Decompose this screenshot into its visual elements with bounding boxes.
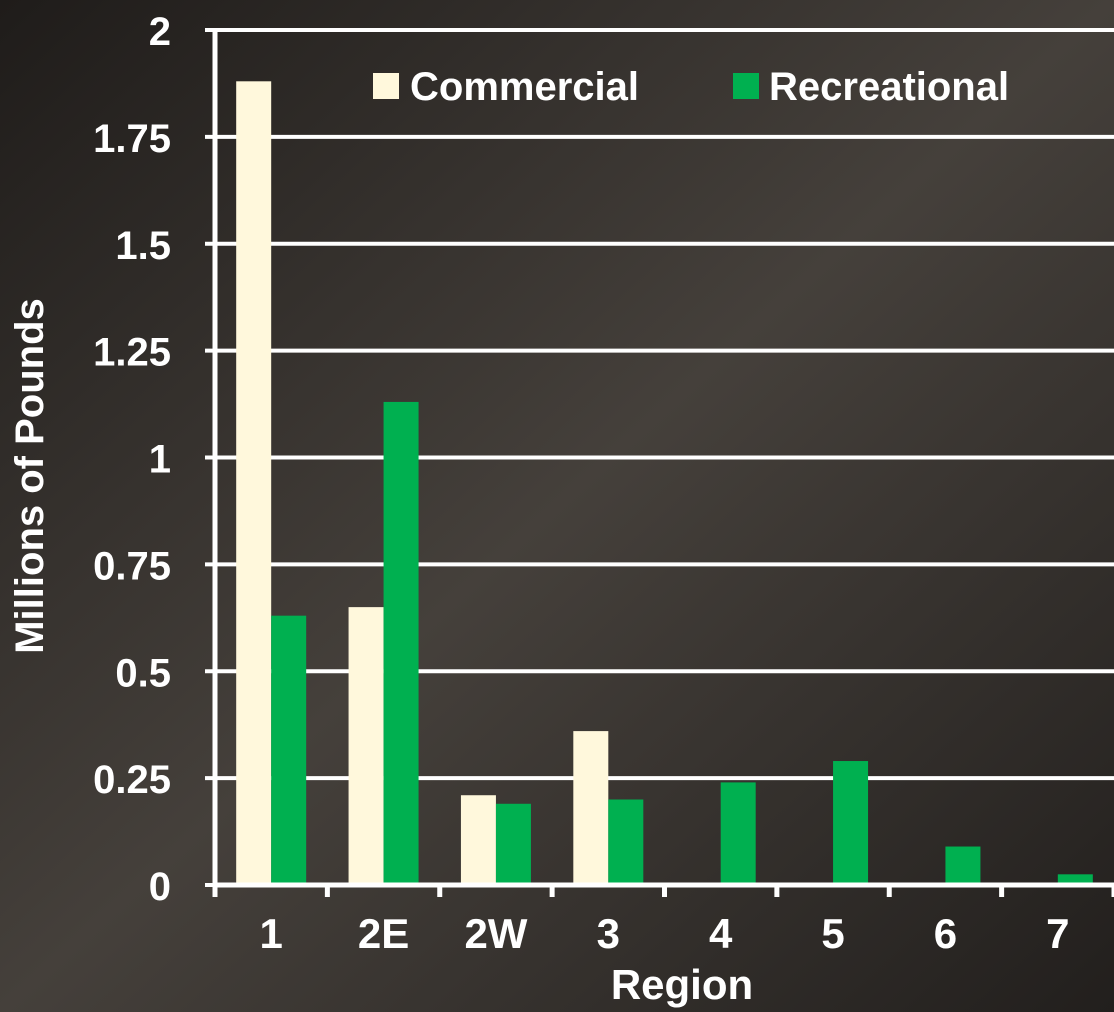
y-tick-labels: 0 0.25 0.5 0.75 1 1.25 1.5 1.75 2 <box>93 10 171 909</box>
bar-recreational-6 <box>945 846 981 885</box>
x-tick-label: 2E <box>358 910 409 957</box>
legend-label-commercial: Commercial <box>410 65 639 109</box>
bar-recreational-2w <box>495 803 531 885</box>
x-axis-title: Region <box>611 961 753 1008</box>
y-tick-label: 0.5 <box>115 651 171 695</box>
x-tick-label: 1 <box>260 910 283 957</box>
bar-commercial-2e <box>348 607 384 885</box>
x-tick-label: 3 <box>597 910 620 957</box>
y-tick-label: 2 <box>149 10 171 54</box>
legend: Commercial Recreational <box>373 65 1009 109</box>
bar-commercial-1 <box>236 81 272 886</box>
bar-recreational-5 <box>833 761 869 885</box>
bar-commercial-2w <box>460 795 496 885</box>
y-tick-label: 0.25 <box>93 758 171 802</box>
x-tick-label: 7 <box>1046 910 1069 957</box>
bar-commercial-3 <box>573 731 609 885</box>
bar-recreational-1 <box>271 615 307 885</box>
bar-recreational-2e <box>383 401 419 885</box>
bars <box>236 81 1093 886</box>
y-tick-label: 1.75 <box>93 117 171 161</box>
y-tick-label: 1 <box>149 438 171 482</box>
legend-label-recreational: Recreational <box>769 65 1009 109</box>
x-tick-label: 4 <box>709 910 733 957</box>
x-tick-label: 5 <box>821 910 844 957</box>
y-tick-label: 0.75 <box>93 544 171 588</box>
x-tick-label: 6 <box>934 910 957 957</box>
y-tick-label: 1.5 <box>115 224 171 268</box>
bar-recreational-7 <box>1057 874 1093 885</box>
axes <box>205 28 1114 897</box>
bar-recreational-3 <box>608 799 644 885</box>
y-tick-label: 1.25 <box>93 331 171 375</box>
legend-swatch-recreational <box>733 73 759 99</box>
legend-swatch-commercial <box>373 73 399 99</box>
y-axis-title: Millions of Pounds <box>8 298 52 654</box>
x-tick-labels: 1 2E 2W 3 4 5 6 7 <box>260 910 1070 957</box>
bar-recreational-4 <box>720 782 756 885</box>
x-tick-label: 2W <box>464 910 527 957</box>
y-tick-label: 0 <box>149 865 171 909</box>
